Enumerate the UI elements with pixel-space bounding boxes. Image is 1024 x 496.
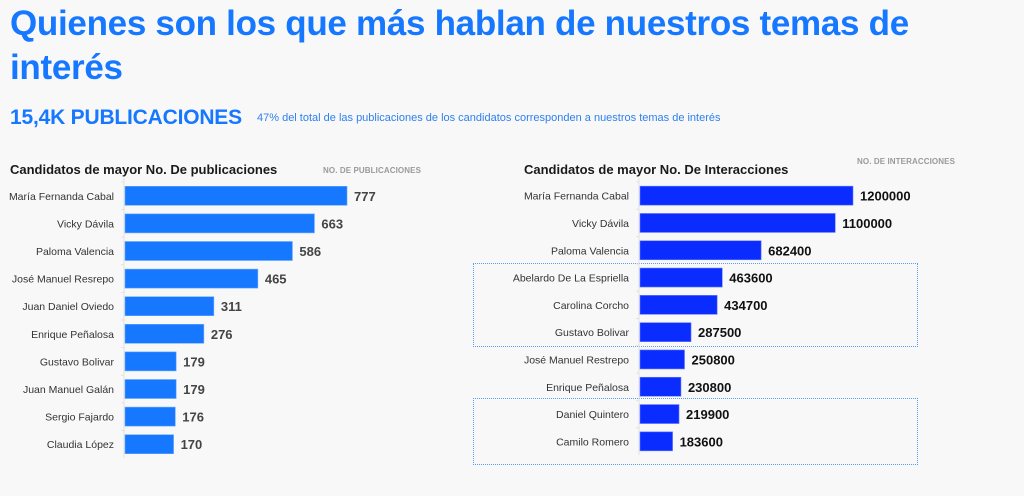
category-label: María Fernanda Cabal: [524, 191, 629, 203]
page-title: Quienes son los que más hablan de nuestr…: [10, 4, 909, 87]
bar: [124, 213, 315, 234]
highlight-group-2: [473, 398, 918, 465]
category-label: Juan Manuel Galán: [23, 384, 114, 396]
data-label: 311: [221, 299, 242, 314]
bar: [124, 351, 177, 372]
category-label: Vicky Dávila: [572, 218, 629, 230]
chart-title-interacciones: Candidatos de mayor No. De Interacciones: [524, 162, 789, 177]
data-label: 179: [183, 382, 205, 397]
bar: [639, 213, 836, 233]
data-label: 176: [182, 410, 204, 425]
data-label: 170: [181, 437, 203, 452]
data-label: 179: [183, 354, 205, 369]
category-label: Abelardo De La Espriella: [513, 273, 629, 285]
bar: [639, 322, 692, 342]
category-label: Sergio Fajardo: [45, 412, 114, 424]
category-label: Gustavo Bolivar: [40, 356, 115, 368]
category-label: Carolina Corcho: [553, 300, 629, 312]
data-label: 230800: [688, 380, 731, 395]
highlight-group-1: [473, 263, 918, 347]
kpi-note: 47% del total de las publicaciones de lo…: [257, 112, 721, 124]
data-label: 1100000: [842, 216, 892, 231]
data-label: 219900: [686, 407, 729, 422]
bar: [639, 267, 723, 288]
bar: [639, 240, 762, 261]
data-label: 682400: [768, 243, 811, 258]
bar: [124, 268, 259, 289]
data-label: 434700: [724, 298, 767, 313]
bar: [124, 379, 177, 399]
chart-title-publicaciones: Candidatos de mayor No. De publicaciones: [10, 162, 278, 177]
bar: [124, 406, 176, 427]
bar: [124, 241, 293, 261]
data-label: 586: [299, 244, 321, 259]
category-label: Vicky Dávila: [57, 218, 114, 230]
category-label: Daniel Quintero: [556, 409, 629, 421]
data-label: 183600: [680, 434, 723, 449]
kpi-publicaciones: 15,4K PUBLICACIONES: [10, 106, 242, 129]
bar: [124, 323, 205, 344]
data-label: 463600: [729, 271, 772, 286]
bar: [639, 185, 854, 206]
bar: [639, 431, 673, 452]
bar: [639, 376, 682, 397]
bar: [639, 404, 680, 424]
bar: [124, 296, 215, 317]
category-label: Paloma Valencia: [551, 245, 629, 257]
category-label: María Fernanda Cabal: [9, 191, 114, 203]
data-label: 465: [265, 272, 287, 287]
category-label: Gustavo Bolivar: [555, 327, 630, 339]
value-label-publicaciones: NO. DE PUBLICACIONES: [323, 166, 422, 175]
category-label: José Manuel Restrepo: [524, 354, 629, 366]
data-label: 777: [354, 189, 376, 204]
category-label: Claudia López: [47, 439, 114, 451]
data-label: 250800: [692, 352, 735, 367]
category-label: Enrique Peñalosa: [546, 382, 629, 394]
category-label: José Manuel Resrepo: [12, 274, 114, 286]
bar: [639, 295, 718, 315]
data-label: 1200000: [860, 189, 911, 204]
bar: [124, 186, 348, 206]
bar: [124, 434, 174, 455]
bar: [639, 349, 685, 370]
category-label: Juan Daniel Oviedo: [22, 301, 114, 313]
category-label: Enrique Peñalosa: [31, 329, 114, 341]
data-label: 287500: [698, 325, 741, 340]
value-label-interacciones: NO. DE INTERACCIONES: [857, 157, 956, 166]
data-label: 276: [211, 327, 233, 342]
category-label: Paloma Valencia: [36, 246, 114, 258]
data-label: 663: [321, 216, 343, 231]
category-label: Camilo Romero: [556, 436, 629, 448]
